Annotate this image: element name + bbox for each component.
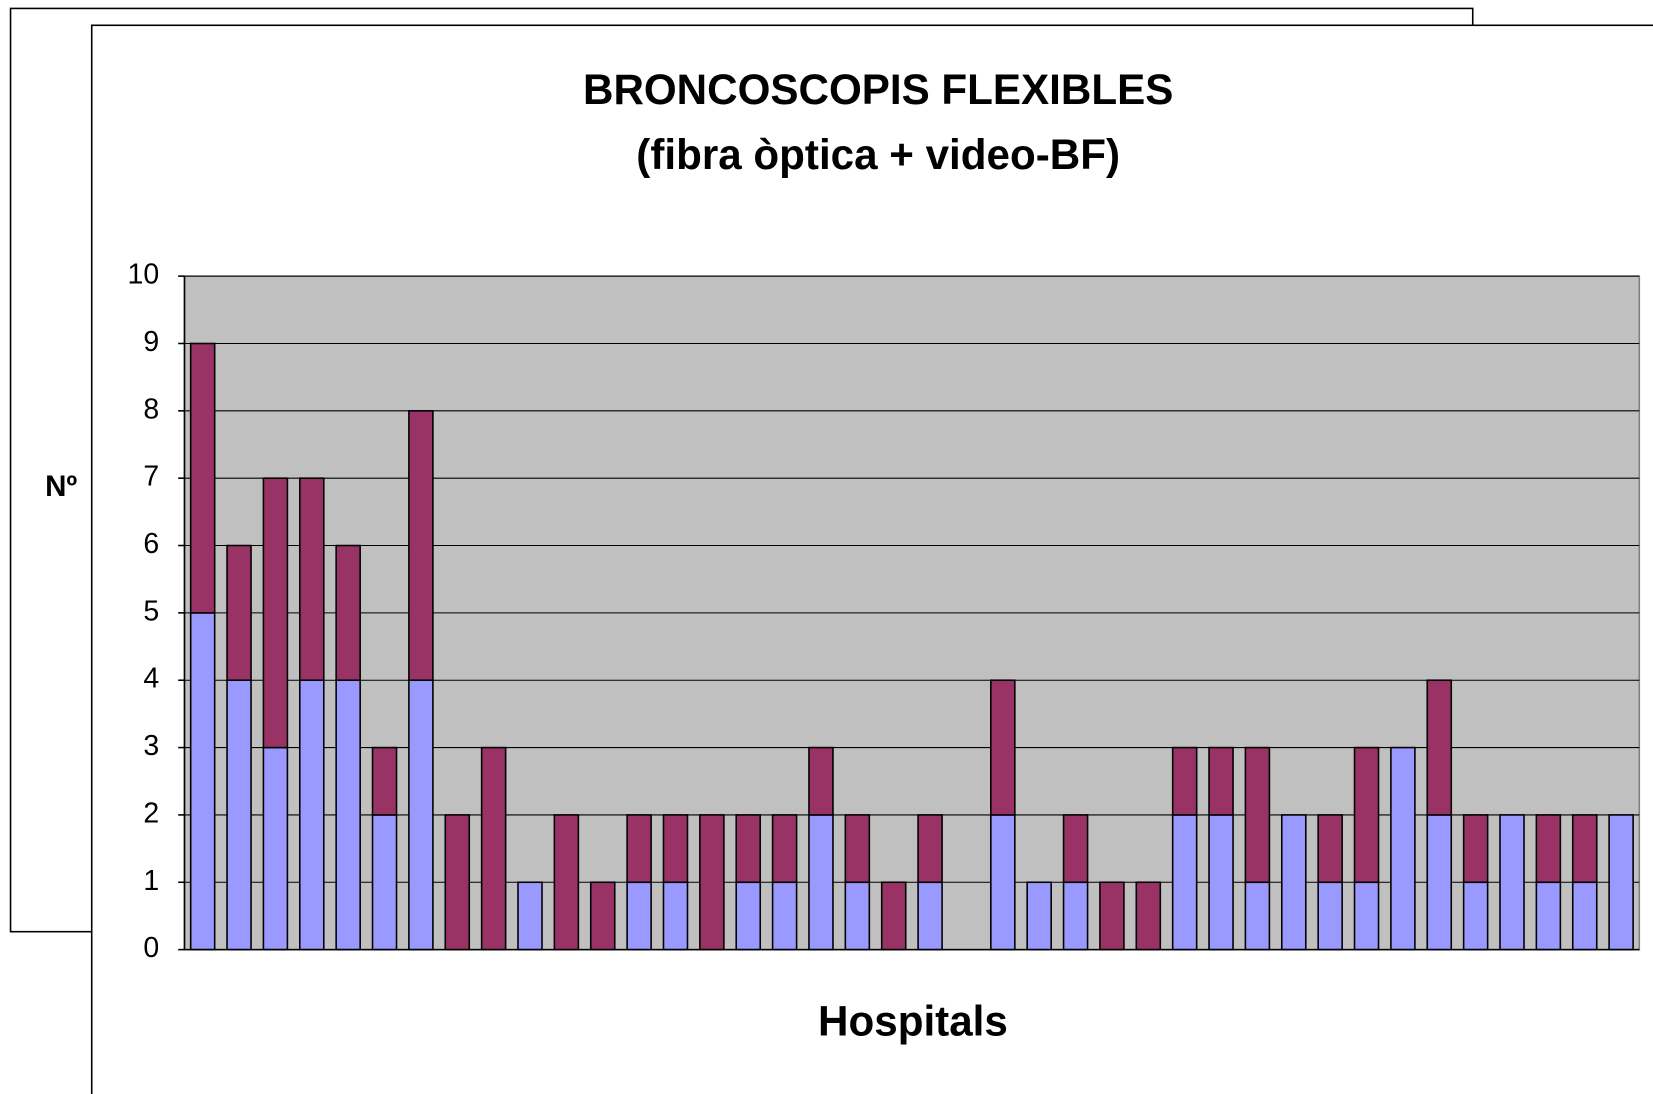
y-tick-label: 9: [143, 326, 159, 358]
bar-segment: [1317, 881, 1343, 951]
bar-segment: [771, 814, 798, 884]
bar-segment: [1499, 814, 1525, 951]
bar-segment: [1462, 881, 1489, 951]
bar-segment: [589, 881, 616, 951]
bar-segment: [1099, 881, 1125, 951]
bar-segment: [1208, 814, 1234, 951]
bar-segment: [917, 814, 943, 884]
bar-segment: [480, 746, 507, 951]
bar-segment: [189, 612, 216, 951]
bar-segment: [1353, 881, 1380, 951]
bar-segment: [1317, 814, 1343, 884]
bar-segment: [262, 477, 289, 749]
bar-segment: [335, 544, 361, 682]
bar-segment: [1353, 746, 1380, 884]
bar-segment: [298, 679, 325, 951]
x-axis-label: Hospitals: [818, 998, 1008, 1045]
bar-segment: [371, 746, 398, 816]
bar-segment: [1062, 881, 1089, 951]
bar-segment: [1280, 814, 1307, 951]
y-tick-label: 5: [143, 595, 159, 627]
bar-segment: [408, 679, 434, 951]
bar-segment: [990, 679, 1016, 816]
bar-segment: [226, 679, 252, 951]
bar-segment: [735, 881, 762, 951]
y-tick-label: 4: [143, 663, 159, 695]
bar-segment: [408, 410, 434, 682]
bar-segment: [1062, 814, 1089, 884]
bar-segment: [735, 814, 762, 884]
bar-segment: [553, 814, 580, 951]
bar-segment: [990, 814, 1016, 951]
y-tick-label: 10: [128, 259, 160, 291]
bar-segment: [1244, 881, 1271, 951]
bar-segment: [917, 881, 943, 951]
y-tick-label: 6: [143, 528, 159, 560]
bar-segment: [699, 814, 725, 951]
bar-segment: [189, 342, 216, 614]
bar-segment: [808, 814, 834, 951]
y-tick-label: 8: [143, 393, 159, 425]
bar-segment: [1171, 814, 1198, 951]
y-tick-label: 1: [143, 865, 159, 897]
bar-segment: [371, 814, 398, 951]
bar-segment: [808, 746, 834, 816]
bar-segment: [1426, 679, 1453, 816]
chart-subtitle: (fibra òptica + video-BF): [636, 131, 1120, 178]
bar-segment: [298, 477, 325, 682]
bar-segment: [1462, 814, 1489, 884]
bar-segment: [626, 814, 652, 884]
bar-segment: [1535, 881, 1562, 951]
bar-segment: [1535, 814, 1562, 884]
bar-segment: [1390, 746, 1416, 951]
bar-segment: [771, 881, 798, 951]
bar-segment: [626, 881, 652, 951]
y-axis-label: Nº: [45, 470, 77, 503]
bar-segment: [662, 881, 689, 951]
bar-segment: [1135, 881, 1162, 951]
bar-segment: [1171, 746, 1198, 816]
bar-segment: [880, 881, 907, 951]
bar-segment: [517, 881, 543, 951]
bar-segment: [335, 679, 361, 951]
bar-segment: [844, 814, 871, 884]
y-tick-label: 7: [143, 461, 159, 493]
bar-segment: [844, 881, 871, 951]
y-tick-label: 2: [143, 797, 159, 829]
bar-segment: [444, 814, 471, 951]
bar-segment: [1426, 814, 1453, 951]
chart-title: BRONCOSCOPIS FLEXIBLES: [583, 66, 1173, 113]
bar-segment: [1208, 746, 1234, 816]
y-tick-label: 3: [143, 730, 159, 762]
bar-segment: [1571, 814, 1598, 884]
bar-segment: [226, 544, 252, 682]
bar-segment: [1571, 881, 1598, 951]
bar-segment: [1244, 746, 1271, 884]
bar-segment: [662, 814, 689, 884]
y-tick-label: 0: [143, 932, 159, 964]
bar-segment: [262, 746, 289, 951]
bar-segment: [1026, 881, 1052, 951]
bar-segment: [1608, 814, 1634, 951]
